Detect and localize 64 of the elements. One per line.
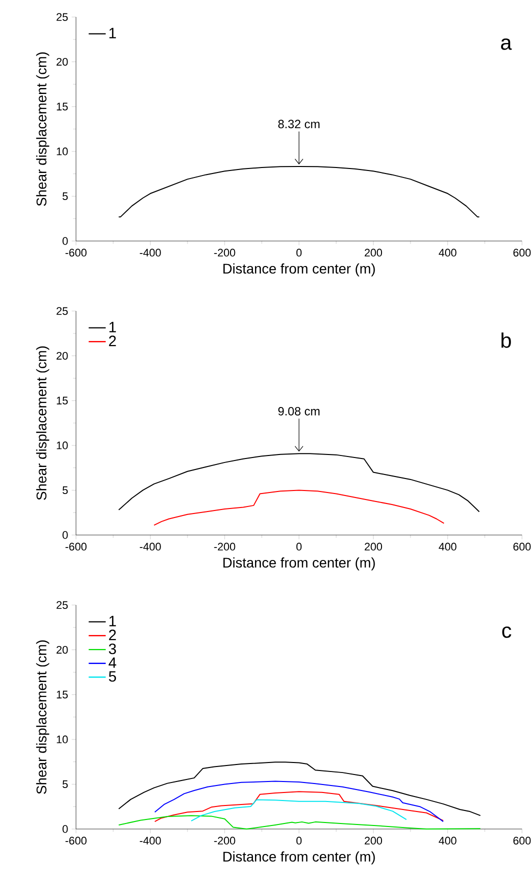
line-series [190, 799, 407, 822]
y-tick-label: 25 [56, 307, 68, 315]
y-tick-label: 10 [56, 736, 68, 744]
y-tick-label: 20 [56, 352, 68, 360]
legend-label: 4 [108, 658, 116, 668]
line-series [154, 780, 444, 822]
y-axis-title: Shear displacement (cm) [36, 52, 50, 206]
y-tick-label: 25 [56, 601, 68, 609]
x-tick-label: -400 [140, 248, 161, 257]
x-tick-label: -200 [214, 248, 236, 257]
legend-label: 1 [109, 616, 116, 626]
y-tick-label: 25 [56, 13, 68, 21]
y-tick-label: 0 [62, 531, 68, 539]
line-series [118, 815, 481, 830]
x-tick-label: 200 [364, 836, 382, 845]
y-tick-label: 0 [62, 825, 68, 833]
y-tick-label: 0 [62, 237, 68, 245]
annotation: c [502, 626, 512, 638]
y-axis-title: Shear displacement (cm) [36, 640, 50, 794]
x-axis-title: Distance from center (m) [223, 557, 375, 570]
x-tick-label: 200 [364, 248, 382, 257]
x-tick-label: 400 [438, 248, 456, 257]
annotation: b [502, 332, 511, 348]
x-tick-label: 200 [364, 542, 382, 551]
annotation: 9.08 cm [278, 406, 320, 416]
x-tick-label: -200 [214, 836, 236, 845]
x-tick-label: 600 [513, 836, 531, 845]
line-series [154, 490, 444, 526]
y-tick-label: 5 [62, 486, 68, 494]
annotation: a [501, 38, 512, 50]
legend-label: 3 [108, 644, 116, 654]
x-axis-title: Distance from center (m) [223, 263, 375, 276]
legend-label: 1 [109, 28, 116, 38]
x-tick-label: 0 [296, 836, 302, 845]
line-series [118, 762, 481, 816]
x-axis-title: Distance from center (m) [223, 851, 375, 864]
y-tick-label: 10 [56, 442, 68, 450]
y-tick-label: 20 [56, 646, 68, 654]
x-tick-label: 400 [438, 542, 456, 551]
y-axis-title: Shear displacement (cm) [36, 346, 50, 500]
x-tick-label: -200 [214, 542, 236, 551]
y-tick-label: 10 [56, 148, 68, 156]
y-tick-label: 15 [56, 102, 68, 110]
x-tick-label: -600 [66, 836, 87, 845]
x-tick-label: -600 [66, 248, 87, 257]
x-tick-label: 600 [513, 248, 531, 257]
legend-label: 2 [109, 630, 116, 640]
x-tick-label: -400 [140, 836, 161, 845]
legend-label: 5 [108, 671, 116, 682]
legend-label: 1 [109, 322, 116, 332]
x-tick-label: -400 [140, 542, 161, 551]
y-tick-label: 5 [62, 780, 68, 788]
y-tick-label: 15 [56, 396, 68, 404]
x-tick-label: 0 [296, 542, 302, 551]
x-tick-label: 0 [296, 248, 302, 257]
y-tick-label: 5 [62, 192, 68, 200]
x-tick-label: -600 [66, 542, 87, 551]
annotation: 8.32 cm [278, 120, 320, 128]
x-tick-label: 400 [438, 836, 456, 845]
line-series [154, 791, 444, 822]
y-tick-label: 15 [56, 690, 68, 698]
x-tick-label: 600 [513, 542, 531, 551]
legend-label: 2 [109, 336, 116, 346]
y-tick-label: 20 [56, 58, 68, 66]
